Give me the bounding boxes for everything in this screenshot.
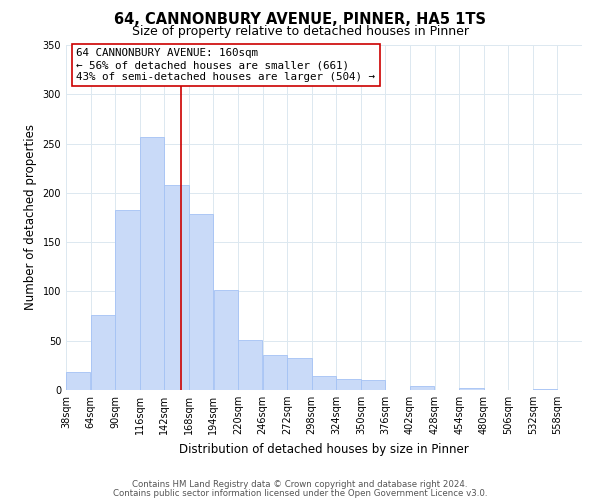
Text: Contains HM Land Registry data © Crown copyright and database right 2024.: Contains HM Land Registry data © Crown c… <box>132 480 468 489</box>
Text: Size of property relative to detached houses in Pinner: Size of property relative to detached ho… <box>131 25 469 38</box>
Bar <box>312 376 336 390</box>
Bar <box>459 388 484 390</box>
Bar <box>410 386 434 390</box>
Bar <box>263 354 287 390</box>
Bar <box>91 315 115 390</box>
Bar <box>214 290 238 390</box>
X-axis label: Distribution of detached houses by size in Pinner: Distribution of detached houses by size … <box>179 442 469 456</box>
Bar <box>164 185 189 390</box>
Bar <box>140 136 164 390</box>
Bar <box>287 358 311 390</box>
Bar <box>238 340 262 390</box>
Y-axis label: Number of detached properties: Number of detached properties <box>24 124 37 310</box>
Text: Contains public sector information licensed under the Open Government Licence v3: Contains public sector information licen… <box>113 489 487 498</box>
Bar <box>361 380 385 390</box>
Bar <box>115 210 140 390</box>
Text: 64, CANNONBURY AVENUE, PINNER, HA5 1TS: 64, CANNONBURY AVENUE, PINNER, HA5 1TS <box>114 12 486 28</box>
Text: 64 CANNONBURY AVENUE: 160sqm
← 56% of detached houses are smaller (661)
43% of s: 64 CANNONBURY AVENUE: 160sqm ← 56% of de… <box>76 48 376 82</box>
Bar <box>337 379 361 390</box>
Bar <box>66 372 91 390</box>
Bar <box>533 389 557 390</box>
Bar <box>189 214 213 390</box>
